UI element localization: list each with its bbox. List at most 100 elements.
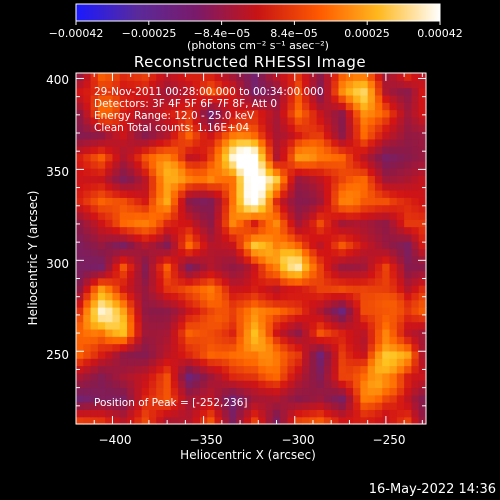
heatmap-cell bbox=[207, 248, 216, 257]
heatmap-cell bbox=[185, 197, 194, 206]
heatmap-cell bbox=[199, 350, 208, 359]
heatmap-cell bbox=[221, 131, 230, 140]
heatmap-cell bbox=[411, 241, 420, 250]
heatmap-cell bbox=[382, 328, 391, 337]
heatmap-cell bbox=[345, 394, 354, 403]
heatmap-cell bbox=[170, 380, 179, 389]
heatmap-cell bbox=[316, 204, 325, 213]
heatmap-cell bbox=[192, 138, 201, 147]
heatmap-cell bbox=[236, 292, 245, 301]
heatmap-cell bbox=[294, 321, 303, 330]
heatmap-cell bbox=[112, 175, 121, 184]
heatmap-cell bbox=[294, 358, 303, 367]
heatmap-cell bbox=[331, 124, 340, 133]
heatmap-cell bbox=[207, 226, 216, 235]
heatmap-cell bbox=[251, 241, 259, 250]
heatmap-cell bbox=[105, 153, 114, 162]
heatmap-cell bbox=[90, 226, 99, 235]
heatmap-cell bbox=[345, 358, 354, 367]
heatmap-cell bbox=[97, 336, 106, 345]
heatmap-cell bbox=[411, 190, 420, 198]
heatmap-cell bbox=[192, 387, 201, 396]
heatmap-cell bbox=[199, 204, 208, 213]
heatmap-cell bbox=[156, 343, 165, 352]
heatmap-cell bbox=[404, 343, 413, 352]
heatmap-cell bbox=[338, 292, 347, 301]
heatmap-cell bbox=[323, 233, 332, 242]
heatmap-cell bbox=[192, 336, 201, 345]
heatmap-cell bbox=[163, 365, 172, 374]
heatmap-cell bbox=[141, 343, 150, 352]
heatmap-cell bbox=[141, 241, 150, 250]
heatmap-cell bbox=[404, 380, 413, 389]
heatmap-cell bbox=[236, 124, 245, 133]
heatmap-cell bbox=[396, 233, 405, 242]
heatmap-cell bbox=[207, 277, 216, 286]
heatmap-cell bbox=[105, 226, 114, 235]
heatmap-cell bbox=[272, 116, 281, 125]
heatmap-cell bbox=[112, 146, 121, 155]
heatmap-cell bbox=[302, 190, 310, 198]
heatmap-cell bbox=[185, 299, 194, 308]
heatmap-cell bbox=[338, 263, 347, 272]
heatmap-cell bbox=[229, 219, 238, 228]
heatmap-cell bbox=[127, 270, 135, 279]
heatmap-cell bbox=[404, 182, 413, 191]
heatmap-cell bbox=[229, 87, 238, 96]
heatmap-cell bbox=[287, 365, 296, 374]
heatmap-cell bbox=[134, 116, 143, 125]
heatmap-cell bbox=[97, 321, 106, 330]
heatmap-cell bbox=[353, 146, 361, 155]
heatmap-cell bbox=[229, 80, 238, 89]
heatmap-cell bbox=[360, 336, 369, 345]
heatmap-cell bbox=[396, 102, 405, 111]
heatmap-cell bbox=[294, 190, 303, 198]
heatmap-cell bbox=[90, 402, 99, 410]
heatmap-cell bbox=[141, 175, 150, 184]
heatmap-cell bbox=[148, 285, 157, 293]
heatmap-cell bbox=[134, 248, 143, 257]
heatmap-cell bbox=[90, 146, 99, 155]
heatmap-cell bbox=[185, 387, 194, 396]
heatmap-cell bbox=[134, 197, 143, 206]
heatmap-cell bbox=[251, 80, 259, 89]
heatmap-cell bbox=[411, 277, 420, 286]
heatmap-cell bbox=[148, 80, 157, 89]
heatmap-cell bbox=[418, 314, 427, 323]
heatmap-cell bbox=[207, 394, 216, 403]
heatmap-cell bbox=[199, 226, 208, 235]
heatmap-cell bbox=[280, 233, 289, 242]
heatmap-cell bbox=[185, 307, 194, 315]
heatmap-cell bbox=[360, 314, 369, 323]
heatmap-cell bbox=[316, 270, 325, 279]
heatmap-cell bbox=[105, 197, 114, 206]
heatmap-cell bbox=[302, 116, 310, 125]
heatmap-cell bbox=[119, 160, 128, 169]
heatmap-cell bbox=[207, 204, 216, 213]
heatmap-cell bbox=[367, 138, 376, 147]
heatmap-cell bbox=[265, 241, 274, 250]
heatmap-cell bbox=[243, 197, 252, 206]
heatmap-cell bbox=[323, 402, 332, 410]
heatmap-cell bbox=[294, 285, 303, 293]
heatmap-cell bbox=[258, 358, 267, 367]
heatmap-cell bbox=[97, 109, 106, 118]
heatmap-cell bbox=[353, 365, 361, 374]
heatmap-cell bbox=[302, 321, 310, 330]
heatmap-cell bbox=[353, 277, 361, 286]
heatmap-cell bbox=[76, 182, 84, 191]
heatmap-cell bbox=[76, 387, 84, 396]
heatmap-cell bbox=[338, 190, 347, 198]
heatmap-cell bbox=[185, 116, 194, 125]
heatmap-cell bbox=[382, 197, 391, 206]
heatmap-cell bbox=[251, 73, 259, 81]
heatmap-cell bbox=[148, 292, 157, 301]
heatmap-cell bbox=[418, 241, 427, 250]
heatmap-cell bbox=[229, 146, 238, 155]
heatmap-cell bbox=[163, 350, 172, 359]
heatmap-cell bbox=[251, 182, 259, 191]
heatmap-cell bbox=[156, 160, 165, 169]
heatmap-cell bbox=[148, 350, 157, 359]
heatmap-cell bbox=[90, 204, 99, 213]
heatmap-cell bbox=[163, 204, 172, 213]
